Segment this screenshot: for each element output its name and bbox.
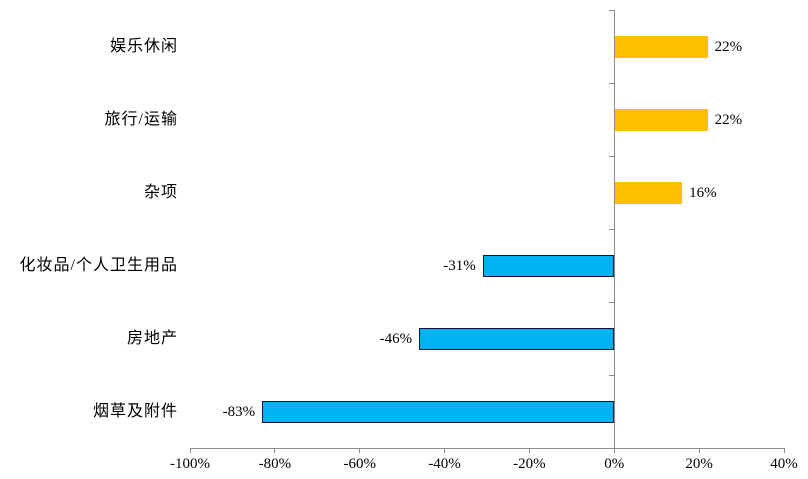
value-label: -31% (443, 257, 476, 274)
x-axis-line (190, 447, 784, 449)
category-axis-tick (608, 82, 614, 84)
category-label: 旅行/运输 (104, 110, 178, 128)
value-label: -46% (379, 330, 413, 347)
category-axis-tick (608, 9, 614, 11)
x-tick-label: -40% (428, 456, 461, 472)
positive-bar (614, 181, 683, 204)
category-label: 娱乐休闲 (109, 37, 178, 55)
negative-bar (419, 327, 615, 350)
x-axis-tick (783, 448, 785, 453)
x-tick-label: -60% (343, 456, 376, 472)
category-axis-tick (608, 374, 614, 376)
x-tick-label: 0% (604, 456, 625, 472)
zero-axis-line (613, 10, 615, 448)
x-axis-tick (613, 448, 615, 453)
category-label: 杂项 (143, 183, 178, 201)
x-axis-tick (359, 448, 361, 453)
negative-bar (482, 254, 615, 277)
x-axis-tick (528, 448, 530, 453)
category-axis-tick (608, 228, 614, 230)
category-label: 化妆品/个人卫生用品 (19, 256, 178, 274)
positive-bar (614, 35, 708, 58)
value-label: 16% (689, 184, 717, 201)
negative-bar (262, 400, 615, 423)
category-label: 烟草及附件 (92, 402, 178, 420)
x-tick-label: 40% (770, 456, 798, 472)
value-label: 22% (714, 111, 743, 128)
category-axis-tick (608, 155, 614, 157)
x-tick-label: -100% (170, 456, 210, 472)
positive-bar (614, 108, 708, 131)
x-axis-tick (698, 448, 700, 453)
x-tick-label: -20% (513, 456, 546, 472)
x-axis-tick (274, 448, 276, 453)
category-axis-tick (608, 301, 614, 303)
category-label: 房地产 (126, 329, 178, 347)
x-axis-tick (444, 448, 446, 453)
x-tick-label: -80% (258, 456, 292, 472)
x-axis-tick (189, 448, 191, 453)
value-label: -83% (222, 403, 256, 420)
x-tick-label: 20% (685, 456, 713, 472)
value-label: 22% (714, 38, 743, 55)
